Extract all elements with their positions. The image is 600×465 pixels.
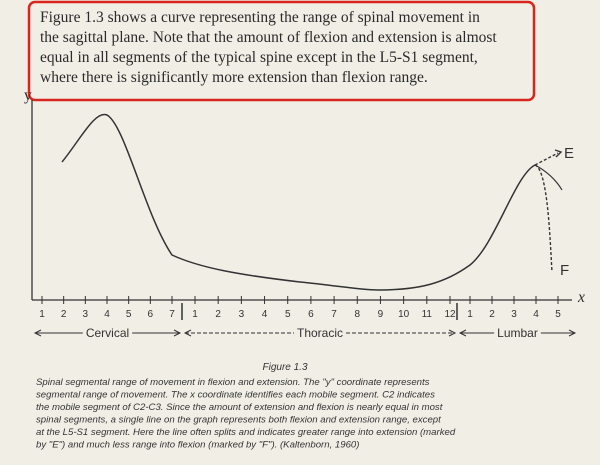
highlight-box xyxy=(27,0,536,102)
region-label: Thoracic xyxy=(297,326,343,340)
arrow xyxy=(33,329,42,337)
tick-label: 3 xyxy=(83,309,89,320)
text-line: equal in all segments of the typical spi… xyxy=(40,49,478,66)
tick-label: 5 xyxy=(285,309,291,320)
curve xyxy=(61,113,536,291)
extension-branch xyxy=(534,152,559,166)
region-label: Lumbar xyxy=(497,326,538,340)
tick-label: 5 xyxy=(126,309,132,320)
x-axis-label: x xyxy=(577,289,585,306)
arrow xyxy=(173,329,182,337)
branch xyxy=(534,164,563,191)
caption-line: the mobile segment of C2-C3. Since the a… xyxy=(36,402,443,413)
arrow xyxy=(568,329,577,337)
arrow xyxy=(183,329,192,337)
tick-label: 4 xyxy=(262,309,268,320)
y-axis-label: y xyxy=(24,87,32,104)
tick-label: 1 xyxy=(467,309,473,320)
text-line: where there is significantly more extens… xyxy=(40,69,428,86)
region-label: Cervical xyxy=(86,326,129,340)
tick-label: 3 xyxy=(511,309,517,320)
tick-label: 2 xyxy=(489,309,495,320)
extension-label: E xyxy=(564,145,574,162)
tick-label: 12 xyxy=(444,309,456,320)
tick-label: 10 xyxy=(398,309,410,320)
arrow xyxy=(458,329,467,337)
text-line: Figure 1.3 shows a curve representing th… xyxy=(40,9,480,26)
caption: Spinal segmental range of movement in fl… xyxy=(36,377,456,451)
tick-label: 4 xyxy=(104,309,110,320)
tick-label: 6 xyxy=(148,309,154,320)
caption-line: segmental range of movement. The x coord… xyxy=(36,390,435,401)
arrow xyxy=(554,149,563,158)
tick-label: 2 xyxy=(61,309,67,320)
tick-label: 2 xyxy=(215,309,221,320)
caption-line: by "E") and much less range into flexion… xyxy=(36,440,359,451)
tick-label: 6 xyxy=(308,309,314,320)
tick-label: 11 xyxy=(422,309,433,320)
tick-label: 4 xyxy=(533,309,539,320)
flexion-branch xyxy=(534,164,553,273)
tick-label: 9 xyxy=(378,309,384,320)
tick-label: 3 xyxy=(239,309,245,320)
tick-label: 8 xyxy=(354,309,360,320)
tick-label: 7 xyxy=(169,309,175,320)
tick-label: 1 xyxy=(192,309,198,320)
caption-line: spinal segments, a single line on the gr… xyxy=(36,415,441,426)
highlight-text: Figure 1.3 shows a curve representing th… xyxy=(40,9,497,86)
tick-label: 5 xyxy=(555,309,561,320)
caption-title: Figure 1.3 xyxy=(262,362,307,373)
tick-label: 1 xyxy=(39,309,45,320)
tick-label: 7 xyxy=(331,309,337,320)
caption-line: Spinal segmental range of movement in fl… xyxy=(36,377,430,388)
text-line: the sagittal plane. Note that the amount… xyxy=(40,29,497,46)
arrow xyxy=(448,329,457,337)
flexion-label: F xyxy=(560,262,569,279)
caption-line: at the L5-S1 segment. Here the line ofte… xyxy=(36,427,456,438)
